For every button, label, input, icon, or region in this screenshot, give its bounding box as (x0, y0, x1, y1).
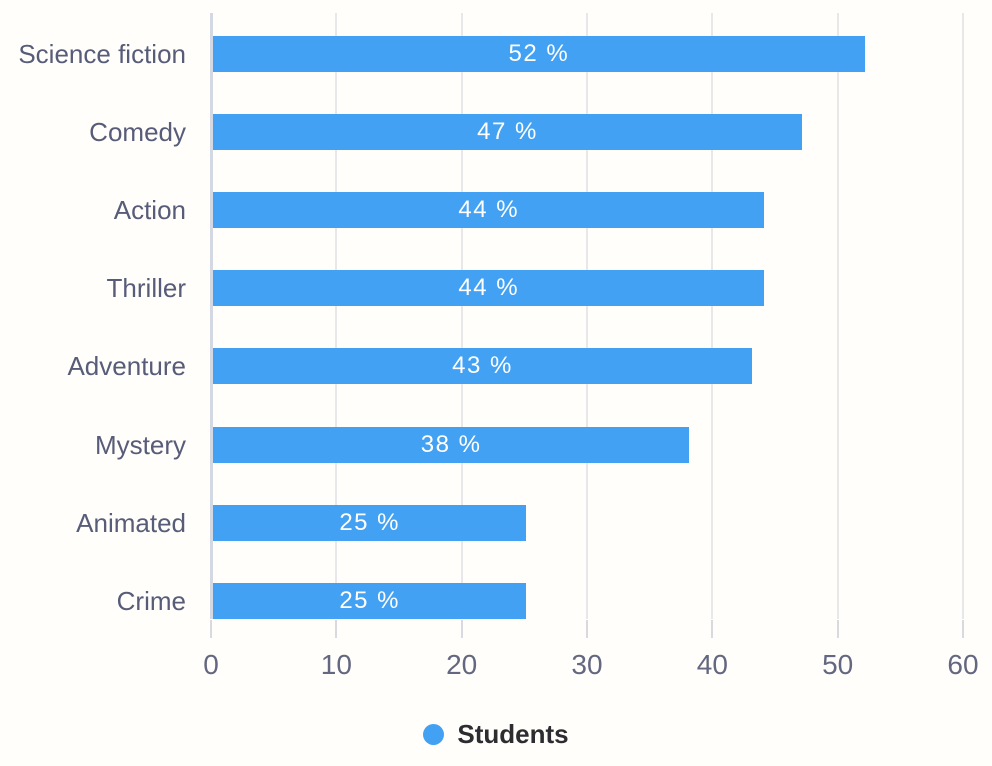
bar-action[interactable]: 44 % (213, 192, 765, 229)
x-tick-label-40: 40 (696, 649, 728, 680)
bar-science-fiction[interactable]: 52 % (213, 36, 865, 72)
category-label-thriller: Thriller (106, 273, 186, 304)
gridline-40 (711, 13, 714, 619)
tick-mark-20 (460, 620, 463, 638)
tick-mark-50 (836, 620, 839, 638)
gridline-20 (460, 13, 463, 619)
tick-mark-40 (711, 620, 714, 638)
bar-thriller[interactable]: 44 % (213, 270, 765, 307)
bar-crime[interactable]: 25 % (213, 582, 527, 619)
category-label-animated: Animated (76, 507, 186, 538)
bar-value-label: 44 % (458, 274, 520, 302)
tick-mark-30 (586, 620, 588, 638)
x-tick-label-10: 10 (320, 649, 352, 680)
bar-value-label: 44 % (458, 196, 520, 224)
category-label-crime: Crime (116, 585, 186, 616)
gridline-10 (335, 13, 338, 619)
category-axis: Science fiction Comedy Action Thriller A… (0, 13, 186, 619)
category-label-comedy: Comedy (89, 117, 186, 148)
legend: Students (0, 719, 992, 750)
legend-swatch-students[interactable] (423, 724, 445, 745)
x-tick-label-0: 0 (203, 649, 219, 680)
category-label-action: Action (113, 195, 186, 226)
tick-mark-0 (210, 620, 212, 638)
bar-comedy[interactable]: 47 % (213, 114, 803, 151)
x-tick-label-50: 50 (822, 649, 854, 680)
tick-mark-60 (962, 620, 964, 638)
tick-mark-10 (335, 620, 338, 638)
x-tick-label-20: 20 (446, 649, 478, 680)
category-label-adventure: Adventure (67, 351, 186, 382)
bar-value-label: 38 % (420, 430, 482, 458)
x-tick-label-60: 60 (947, 649, 979, 680)
bar-adventure[interactable]: 43 % (213, 348, 752, 385)
gridline-50 (836, 13, 839, 619)
axis-line (210, 13, 213, 619)
bar-mystery[interactable]: 38 % (213, 426, 690, 463)
bar-value-label: 47 % (477, 118, 538, 146)
bar-animated[interactable]: 25 % (213, 504, 527, 541)
category-label-mystery: Mystery (95, 429, 186, 460)
gridline-60 (962, 13, 964, 619)
bar-value-label: 25 % (339, 586, 401, 614)
legend-label-students[interactable]: Students (457, 719, 569, 749)
gridline-30 (586, 13, 588, 619)
category-label-science-fiction: Science fiction (18, 39, 186, 69)
x-tick-label-30: 30 (571, 649, 603, 680)
bar-value-label: 25 % (339, 508, 401, 536)
bar-value-label: 43 % (452, 352, 513, 380)
plot-area: 52 % 47 % 44 % 44 % 43 % 38 % 25 % 25 % (210, 13, 964, 619)
bar-value-label: 52 % (508, 40, 570, 67)
